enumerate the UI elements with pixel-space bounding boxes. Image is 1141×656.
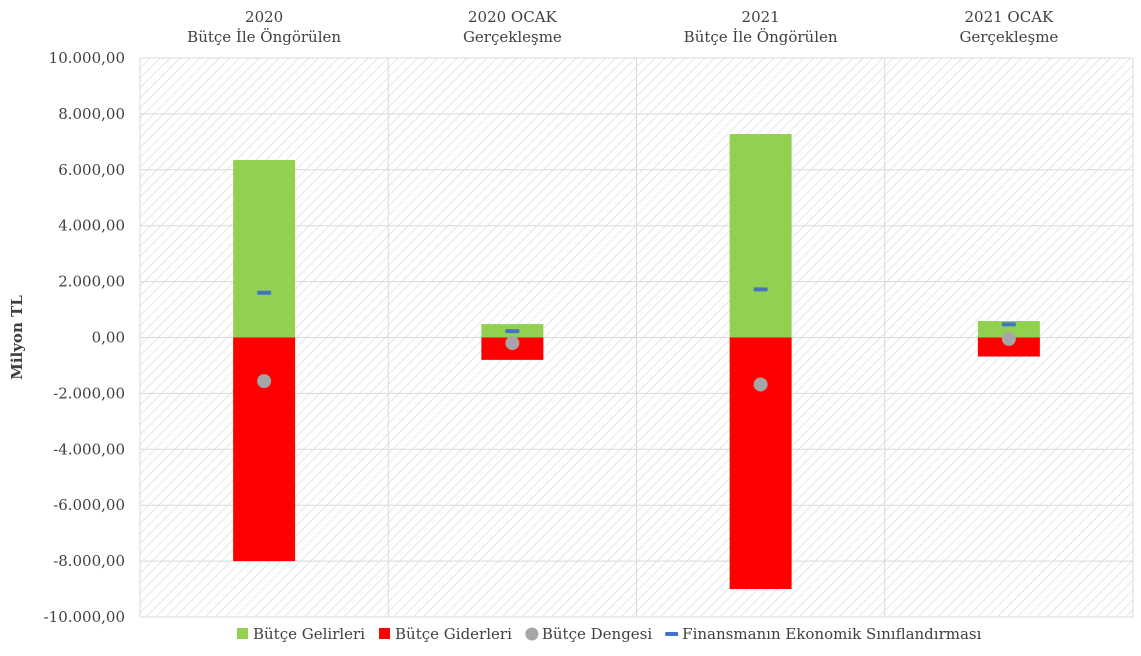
marker-finansman: [753, 287, 768, 292]
y-tick-label: 4.000,00: [58, 217, 125, 235]
category-label: 2020 OCAK: [468, 8, 558, 26]
category-label: Bütçe İle Öngörülen: [187, 28, 341, 46]
bar-butce-giderleri: [233, 337, 296, 562]
legend-label: Bütçe Giderleri: [395, 625, 512, 643]
legend-label: Bütçe Dengesi: [542, 625, 652, 643]
marker-butce-dengesi: [505, 336, 520, 351]
legend-swatch: [237, 628, 248, 639]
category-label: Gerçekleşme: [463, 28, 562, 46]
legend-label: Bütçe Gelirleri: [253, 625, 365, 643]
category-label: Gerçekleşme: [959, 28, 1058, 46]
marker-butce-dengesi: [753, 377, 768, 392]
marker-butce-dengesi: [1001, 331, 1016, 346]
marker-finansman: [505, 329, 520, 334]
marker-finansman: [257, 290, 272, 295]
legend-swatch: [379, 628, 391, 639]
y-tick-label: 6.000,00: [58, 161, 125, 179]
bar-butce-gelirleri: [729, 134, 792, 338]
category-label: Bütçe İle Öngörülen: [684, 28, 838, 46]
legend-label: Finansmanın Ekonomik Sınıflandırması: [682, 625, 981, 643]
y-tick-label: 2.000,00: [58, 273, 125, 291]
bar-butce-gelirleri: [977, 321, 1040, 338]
marker-finansman: [1001, 322, 1016, 327]
y-tick-label: 8.000,00: [58, 105, 125, 123]
category-label: 2021: [742, 8, 780, 26]
bar-butce-gelirleri: [233, 160, 296, 338]
y-tick-label: 10.000,00: [49, 49, 125, 67]
y-tick-label: -2.000,00: [53, 384, 125, 402]
category-label: 2021 OCAK: [964, 8, 1054, 26]
category-label: 2020: [245, 8, 283, 26]
y-tick-label: -8.000,00: [53, 552, 125, 570]
y-tick-label: -4.000,00: [53, 440, 125, 458]
legend-swatch: [665, 632, 679, 636]
bar-butce-giderleri: [729, 337, 792, 590]
bar-butce-giderleri: [977, 337, 1040, 357]
y-tick-label: -10.000,00: [44, 608, 125, 626]
y-axis-title: Milyon TL: [8, 295, 26, 380]
y-tick-label: 0,00: [92, 329, 125, 347]
marker-butce-dengesi: [257, 374, 272, 389]
y-tick-label: -6.000,00: [53, 496, 125, 514]
legend-swatch: [525, 627, 539, 641]
